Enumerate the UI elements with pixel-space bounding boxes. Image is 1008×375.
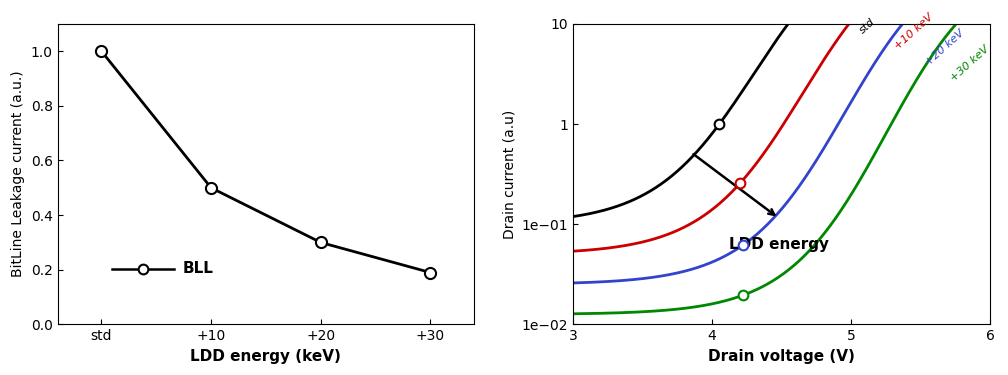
Text: +30 keV: +30 keV — [949, 44, 991, 84]
Y-axis label: Drain current (a.u): Drain current (a.u) — [502, 110, 516, 239]
Text: LDD energy: LDD energy — [729, 237, 829, 252]
Text: BLL: BLL — [182, 261, 214, 276]
Text: +20 keV: +20 keV — [923, 28, 966, 68]
Text: +10 keV: +10 keV — [893, 12, 935, 52]
Text: std: std — [858, 17, 878, 36]
X-axis label: LDD energy (keV): LDD energy (keV) — [191, 349, 342, 364]
Y-axis label: BitLine Leakage current (a.u.): BitLine Leakage current (a.u.) — [11, 71, 25, 278]
X-axis label: Drain voltage (V): Drain voltage (V) — [708, 349, 855, 364]
